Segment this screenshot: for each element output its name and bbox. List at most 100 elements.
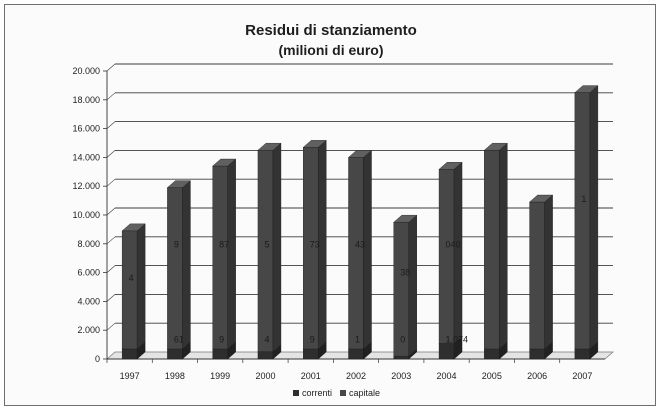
bar-capitale-2000 xyxy=(257,149,274,353)
chart-subtitle: (milioni di euro) xyxy=(279,42,384,58)
bar-top-1998 xyxy=(166,180,191,188)
bar-correnti-2006 xyxy=(529,348,545,360)
x-tick-label: 2004 xyxy=(437,371,457,381)
y-tick-label: 18.000 xyxy=(72,95,100,105)
bar-capitale-1999 xyxy=(212,165,228,350)
bar-top-2006 xyxy=(529,194,554,203)
x-tick-label: 1997 xyxy=(120,371,140,381)
bar-capitale-1997 xyxy=(121,230,138,350)
bars-layer xyxy=(121,85,599,360)
x-tick-label: 1999 xyxy=(210,371,230,381)
data-label: 1 xyxy=(581,194,586,204)
legend-label-capitale: capitale xyxy=(349,388,380,398)
data-label: 5 xyxy=(264,239,269,249)
bar-correnti-2001 xyxy=(303,348,319,360)
bar-side-capitale-1997 xyxy=(136,223,146,350)
y-tick-label: 10.000 xyxy=(72,210,100,220)
bar-correnti-2002 xyxy=(348,348,364,360)
bar-capitale-2005 xyxy=(484,149,500,350)
y-tick-label: 6.000 xyxy=(77,268,100,278)
gridline-side xyxy=(106,178,116,187)
bar-top-2005 xyxy=(483,142,508,151)
bar-correnti-2007 xyxy=(574,348,591,360)
bar-side-capitale-2003 xyxy=(408,214,417,357)
bar-capitale-2007 xyxy=(574,92,591,350)
x-tick-label: 2005 xyxy=(482,371,502,381)
legend-swatch-capitale xyxy=(340,390,346,396)
bar-capitale-2002 xyxy=(348,157,364,350)
data-label: 040 xyxy=(446,239,461,249)
chart-frame: Residui di stanziamento (milioni di euro… xyxy=(4,4,656,406)
x-tick-label: 2006 xyxy=(527,371,547,381)
gridline-side xyxy=(106,150,116,158)
y-tick-label: 8.000 xyxy=(77,239,100,249)
y-tick-label: 12.000 xyxy=(72,181,100,191)
y-tick-label: 4.000 xyxy=(77,296,100,306)
gridline-side xyxy=(106,322,116,331)
bar-capitale-1998 xyxy=(167,187,183,350)
bar-top-2004 xyxy=(438,162,463,170)
gridline-side xyxy=(106,294,116,302)
chart-svg: Residui di stanziamento (milioni di euro… xyxy=(72,22,614,398)
x-tick-label: 2003 xyxy=(391,371,411,381)
bar-side-capitale-2006 xyxy=(544,194,553,350)
x-tick-label: 1998 xyxy=(165,371,185,381)
x-tick-label: 2000 xyxy=(255,371,275,381)
bar-top-2002 xyxy=(347,150,373,158)
data-label: 1.074 xyxy=(446,334,469,344)
data-label: 61 xyxy=(174,334,184,344)
bar-top-2001 xyxy=(302,140,327,148)
bar-side-capitale-1999 xyxy=(227,158,236,350)
y-tick-label: 0 xyxy=(95,354,100,364)
bar-correnti-2000 xyxy=(257,351,274,360)
x-tick-label: 2007 xyxy=(572,371,592,381)
legend-swatch-correnti xyxy=(293,390,299,396)
data-label: 43 xyxy=(355,239,365,249)
bar-correnti-2004 xyxy=(438,343,455,360)
y-tick-label: 2.000 xyxy=(77,325,100,335)
x-tick-label: 2001 xyxy=(301,371,321,381)
gridline-side xyxy=(106,207,116,216)
bar-top-1999 xyxy=(212,158,237,167)
data-label: 73 xyxy=(310,239,320,249)
bar-correnti-1999 xyxy=(212,348,228,360)
bar-top-2007 xyxy=(574,85,599,93)
bar-capitale-2004 xyxy=(438,169,455,344)
data-label: 38 xyxy=(400,267,410,277)
bar-top-2000 xyxy=(257,142,282,151)
gridline-side xyxy=(106,63,116,72)
bar-top-1997 xyxy=(121,223,146,232)
data-label: 9 xyxy=(310,334,315,344)
gridline-side xyxy=(106,121,116,129)
y-tick-label: 20.000 xyxy=(72,66,100,76)
data-label: 0 xyxy=(400,334,405,344)
legend-label-correnti: correnti xyxy=(302,388,332,398)
y-tick-label: 16.000 xyxy=(72,124,100,134)
legend: correnti capitale xyxy=(293,388,380,398)
bar-side-capitale-2002 xyxy=(363,149,372,350)
bar-top-2003 xyxy=(393,214,418,223)
data-label: 4 xyxy=(129,273,134,283)
bar-capitale-2006 xyxy=(529,201,545,350)
bar-side-capitale-2007 xyxy=(589,85,599,350)
chart-title: Residui di stanziamento xyxy=(245,22,417,39)
labels-layer: 4 61 9 9 87 4 5 9 73 1 43 0 38 1.074 040 1 xyxy=(129,194,587,344)
bar-correnti-2005 xyxy=(484,348,500,360)
bar-correnti-1997 xyxy=(121,348,138,360)
data-label: 1 xyxy=(355,334,360,344)
data-label: 4 xyxy=(264,334,269,344)
data-label: 87 xyxy=(219,239,229,249)
bar-side-capitale-2004 xyxy=(453,161,463,344)
axis-layer: 0 2.000 4.000 6.000 8.000 10.000 12.000 14.000 1… xyxy=(72,66,605,381)
data-label: 9 xyxy=(174,239,179,249)
bar-correnti-2003 xyxy=(393,355,409,360)
x-tick-label: 2002 xyxy=(346,371,366,381)
data-label: 9 xyxy=(219,334,224,344)
bar-side-capitale-2005 xyxy=(499,142,508,350)
gridline-side xyxy=(106,236,116,245)
gridline-side xyxy=(106,265,116,273)
bar-correnti-1998 xyxy=(167,348,183,360)
y-tick-label: 14.000 xyxy=(72,152,100,162)
bar-side-capitale-1998 xyxy=(182,180,191,350)
gridline-side xyxy=(106,92,116,101)
